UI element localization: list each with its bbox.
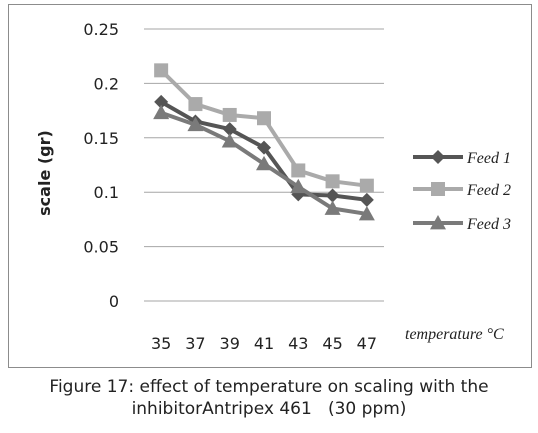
legend-entry: Feed 2 xyxy=(413,182,511,199)
data-point xyxy=(431,150,445,164)
data-point xyxy=(187,116,204,132)
data-point xyxy=(430,215,446,230)
chart-area: 0 0.05 0.1 0.15 0.2 0.25 35 37 39 41 43 45 47 Feed … xyxy=(8,4,532,368)
data-point xyxy=(358,205,375,221)
y-tick-labels: 0 0.05 0.1 0.15 0.2 0.25 xyxy=(83,20,119,311)
data-point xyxy=(290,178,307,194)
series-3 xyxy=(153,104,375,221)
data-point xyxy=(188,97,203,112)
data-point xyxy=(221,133,238,148)
series-lines xyxy=(153,63,375,221)
x-tick-label: 39 xyxy=(220,334,240,353)
data-point xyxy=(257,140,271,155)
data-point xyxy=(325,188,340,203)
legend-entry: Feed 1 xyxy=(413,150,511,167)
x-tick-label: 47 xyxy=(357,334,377,353)
data-point xyxy=(431,182,445,196)
x-tick-label: 41 xyxy=(254,334,274,353)
data-point xyxy=(154,94,169,109)
legend-label: Feed 2 xyxy=(466,182,511,199)
data-point xyxy=(222,107,237,122)
legend-label: Feed 1 xyxy=(466,150,511,167)
data-point xyxy=(324,200,341,215)
caption-line-2: inhibitorAntripex 461 (30 ppm) xyxy=(131,399,407,419)
data-point xyxy=(291,163,306,178)
y-tick-label: 0 xyxy=(109,292,119,311)
x-tick-label: 43 xyxy=(288,334,308,353)
data-point xyxy=(222,122,237,137)
data-point xyxy=(325,174,340,189)
legend: Feed 1 Feed 2 Feed 3 xyxy=(413,150,511,233)
x-axis-label: temperature °C xyxy=(405,326,504,343)
y-axis-label: scale (gr) xyxy=(35,130,54,216)
y-tick-label: 0.25 xyxy=(83,20,119,39)
figure-caption: Figure 17: effect of temperature on scal… xyxy=(0,376,538,420)
y-tick-label: 0.2 xyxy=(94,74,119,93)
data-point xyxy=(359,178,374,193)
x-tick-label: 35 xyxy=(151,334,171,353)
caption-line-1: Figure 17: effect of temperature on scal… xyxy=(49,377,489,397)
data-point xyxy=(359,192,374,207)
data-point xyxy=(257,111,271,126)
x-tick-label: 37 xyxy=(185,334,205,353)
y-tick-label: 0.15 xyxy=(83,129,119,148)
x-tick-labels: 35 37 39 41 43 45 47 xyxy=(151,334,377,353)
y-tick-label: 0.05 xyxy=(83,238,119,257)
series-2 xyxy=(154,63,374,193)
gridlines xyxy=(144,28,384,302)
x-tick-label: 45 xyxy=(322,334,342,353)
data-point xyxy=(154,63,169,78)
legend-entry: Feed 3 xyxy=(413,215,511,233)
y-tick-label: 0.1 xyxy=(94,183,119,202)
line-chart: 0 0.05 0.1 0.15 0.2 0.25 35 37 39 41 43 45 47 Feed … xyxy=(35,20,511,353)
data-point xyxy=(256,155,272,171)
legend-label: Feed 3 xyxy=(466,216,511,233)
data-point xyxy=(153,104,170,120)
